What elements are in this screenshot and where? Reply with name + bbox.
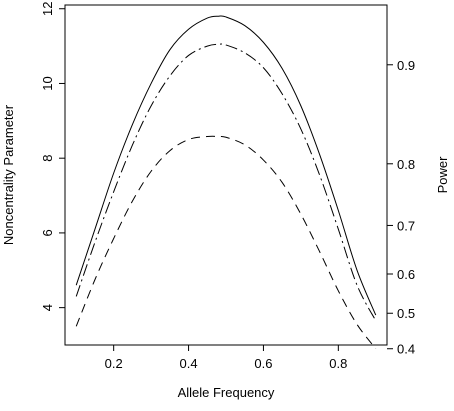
y-tick-label-left: 10 — [40, 76, 55, 90]
y-tick-label-left: 4 — [40, 304, 55, 311]
series-line-solid — [75, 15, 377, 316]
x-tick-label: 0.6 — [254, 356, 272, 371]
x-tick-label: 0.4 — [180, 356, 198, 371]
x-axis: 0.2 0.4 0.6 0.8 — [105, 345, 347, 371]
y-tick-label-right: 0.5 — [397, 306, 415, 321]
y-tick-label-right: 0.6 — [397, 267, 415, 282]
series-line-dashed — [75, 135, 377, 350]
x-tick-label: 0.2 — [105, 356, 123, 371]
y-tick-label-left: 12 — [40, 2, 55, 16]
x-tick-label: 0.8 — [329, 356, 347, 371]
y-tick-label-right: 0.8 — [397, 157, 415, 172]
y-tick-label-right: 0.7 — [397, 218, 415, 233]
plot-frame — [64, 4, 388, 346]
y-axis-title-left: Noncentrality Parameter — [1, 104, 16, 245]
y-tick-label-right: 0.9 — [397, 58, 415, 73]
y-axis-left: 4 6 8 10 12 — [40, 2, 65, 311]
series-line-dotdash — [75, 43, 377, 321]
x-axis-title: Allele Frequency — [178, 385, 275, 400]
y-axis-right: 0.9 0.8 0.7 0.6 0.5 0.4 — [387, 58, 415, 357]
y-tick-label-left: 6 — [40, 229, 55, 236]
y-tick-label-left: 8 — [40, 155, 55, 162]
y-tick-label-right: 0.4 — [397, 342, 415, 357]
y-axis-title-right: Power — [435, 156, 450, 194]
series-group — [75, 15, 377, 350]
